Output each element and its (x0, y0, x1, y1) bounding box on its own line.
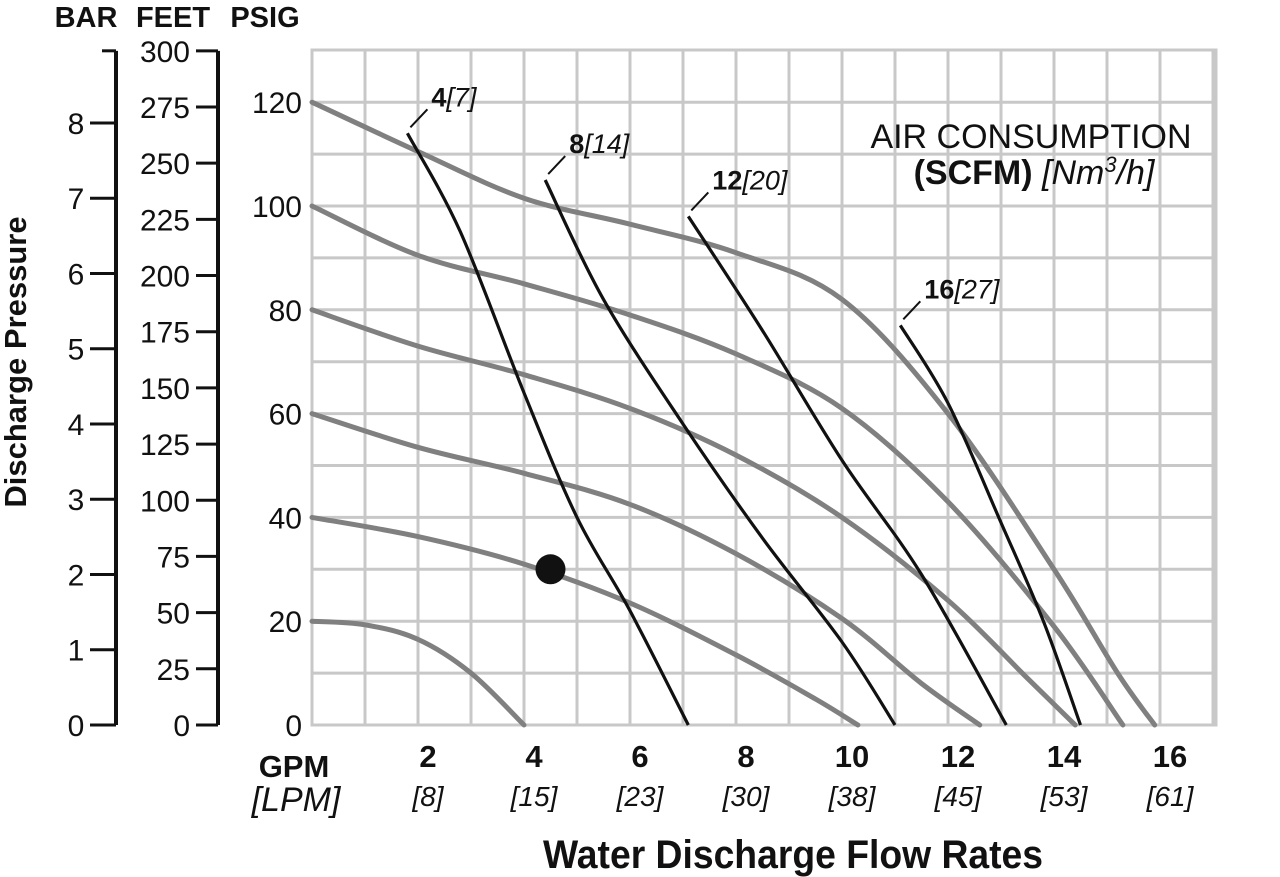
air-label-4: 4[7] (431, 82, 478, 112)
x-tick-label: 14 (1047, 739, 1082, 774)
x-tick-alt-label: [30] (722, 781, 771, 812)
performance-curve-6 (309, 99, 1158, 728)
legend-unit-nm3h-post: /h] (1115, 154, 1156, 192)
air-line-12 (686, 215, 1008, 726)
air-label-value: 8 (569, 129, 584, 159)
bar-tick-label: 0 (68, 710, 85, 743)
feet-tick-label: 75 (157, 541, 190, 574)
feet-tick-label: 50 (157, 598, 190, 631)
x-tick-alt-label: [61] (1146, 781, 1195, 812)
bar-tick-label: 4 (68, 409, 85, 442)
bar-tick-label: 8 (68, 108, 85, 141)
x-axis-title: Water Discharge Flow Rates (543, 833, 1043, 877)
psig-tick-label: 120 (252, 87, 302, 120)
feet-tick-label: 200 (140, 261, 190, 294)
psig-tick-label: 60 (269, 399, 302, 432)
bar-tick-label: 1 (68, 635, 85, 668)
bar-tick-label: 3 (68, 484, 85, 517)
air-label-leader-4 (409, 108, 429, 129)
performance-curve-2 (309, 514, 861, 728)
performance-curves (309, 99, 1158, 728)
bar-tick-label: 5 (68, 334, 85, 367)
feet-tick-label: 100 (140, 485, 190, 518)
bar-tick-label: 2 (68, 559, 85, 592)
air-label-value: 12 (712, 165, 742, 195)
x-tick-alt-label: [15] (510, 781, 559, 812)
x-tick-alt-label: [53] (1040, 781, 1089, 812)
plot-frame (310, 48, 1218, 727)
x-tick-alt-label: [8] (411, 781, 444, 812)
x-tick-label: 2 (419, 739, 436, 774)
psig-tick-label: 100 (252, 191, 302, 224)
bar-tick-label: 7 (68, 183, 85, 216)
performance-curve-4 (309, 307, 1078, 728)
feet-tick-label: 25 (157, 654, 190, 687)
feet-tick-label: 125 (140, 429, 190, 462)
legend: AIR CONSUMPTION (SCFM) [Nm3/h] (870, 118, 1191, 192)
air-label-8: 8[14] (569, 129, 631, 159)
air-label-value: 16 (924, 274, 954, 304)
psig-tick-label: 40 (269, 502, 302, 535)
feet-tick-label: 150 (140, 373, 190, 406)
air-line-4 (405, 132, 690, 726)
feet-tick-label: 0 (173, 710, 190, 743)
air-consumption-lines (405, 132, 1083, 726)
air-label-leader-8 (547, 155, 566, 175)
air-label-16: 16[27] (924, 274, 1001, 304)
feet-tick-label: 300 (140, 36, 190, 69)
feet-tick-label: 175 (140, 317, 190, 350)
psig-tick-label: 0 (285, 710, 302, 743)
performance-curve-5 (309, 203, 1126, 728)
y-axis-header: FEET (136, 2, 210, 34)
air-line-16 (898, 324, 1083, 726)
x-unit-lpm: [LPM] (251, 781, 342, 819)
performance-curve-3 (309, 411, 983, 728)
air-label-alt: [14] (583, 129, 631, 159)
x-tick-label: 4 (525, 739, 543, 774)
air-label-leader-12 (690, 191, 710, 212)
air-label-alt: [27] (953, 274, 1001, 304)
x-tick-label: 16 (1153, 739, 1187, 774)
performance-curve-1 (309, 618, 527, 728)
x-tick-label: 12 (941, 739, 975, 774)
operating-point-marker (535, 554, 566, 585)
bar-tick-label: 6 (68, 258, 85, 291)
x-unit-gpm: GPM (259, 749, 330, 784)
legend-units: (SCFM) [Nm3/h] (914, 152, 1156, 192)
air-label-leader-16 (902, 300, 922, 321)
air-label-value: 4 (431, 82, 446, 112)
x-tick-alt-label: [45] (934, 781, 983, 812)
annotations: 4[7] 8[14] 12[20] 16[27] (409, 82, 1001, 585)
legend-title: AIR CONSUMPTION (870, 118, 1191, 156)
legend-unit-nm3h-pre: [Nm (1041, 154, 1104, 192)
air-line-8 (543, 179, 897, 726)
x-tick-label: 10 (835, 739, 869, 774)
air-label-alt: [7] (445, 82, 478, 112)
psig-tick-label: 80 (269, 295, 302, 328)
air-label-alt: [20] (741, 165, 789, 195)
legend-unit-scfm: (SCFM) (914, 154, 1033, 192)
x-tick-label: 8 (737, 739, 754, 774)
feet-tick-label: 275 (140, 92, 190, 125)
x-tick-label: 6 (631, 739, 648, 774)
x-tick-alt-label: [23] (616, 781, 665, 812)
y-axis-title: Discharge Pressure (0, 216, 33, 507)
y-axis-header: BAR (55, 2, 118, 34)
y-axis-header: PSIG (230, 2, 299, 34)
axes: PSIGFEETBAR02040608010012002550751001251… (55, 2, 1195, 812)
x-tick-alt-label: [38] (828, 781, 877, 812)
psig-tick-label: 20 (269, 606, 302, 639)
feet-tick-label: 225 (140, 204, 190, 237)
grid (310, 48, 1218, 727)
air-label-12: 12[20] (712, 165, 789, 195)
legend-unit-nm3h-sup: 3 (1104, 152, 1117, 177)
feet-tick-label: 250 (140, 148, 190, 181)
